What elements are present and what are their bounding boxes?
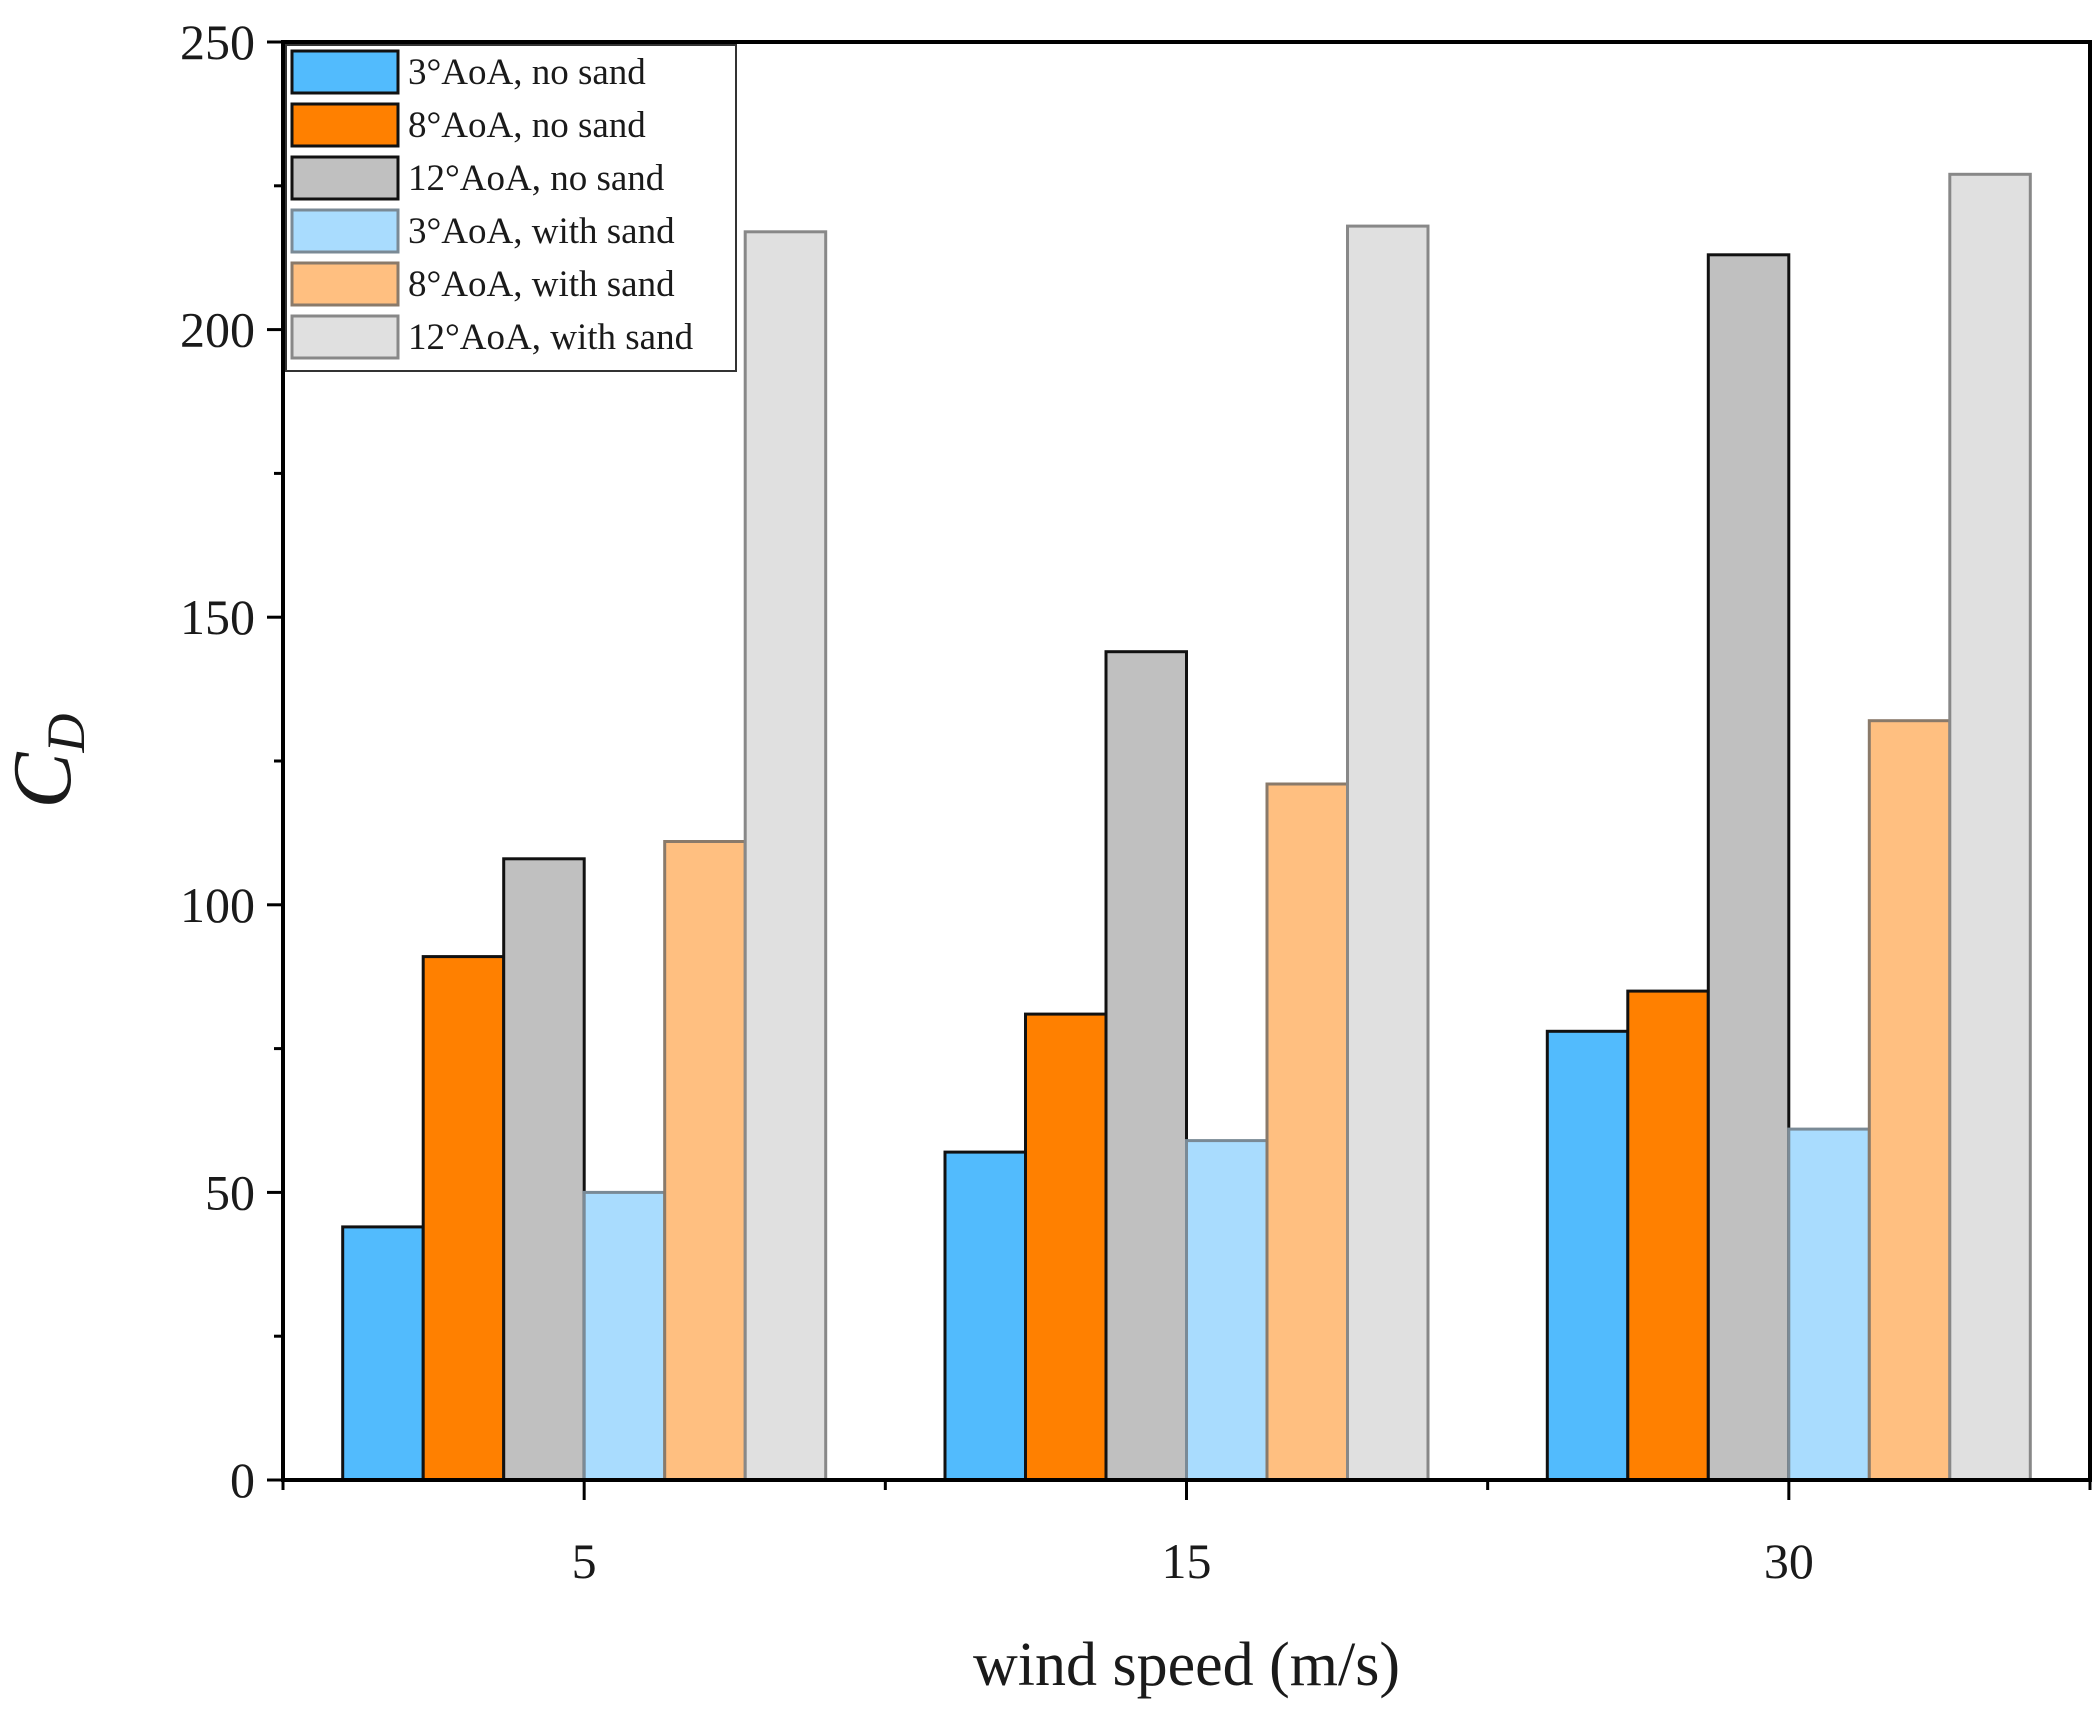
- y-tick-label: 150: [180, 589, 255, 645]
- y-tick-label: 100: [180, 877, 255, 933]
- bar-series-4-5: [582, 1190, 667, 1482]
- bars-layer: [341, 172, 2032, 1482]
- legend-label: 12°AoA, no sand: [408, 158, 665, 199]
- y-axis-title-subscript: D: [36, 713, 96, 753]
- legend-label: 12°AoA, with sand: [408, 317, 694, 358]
- bar-series-4-15: [1185, 1139, 1269, 1482]
- y-axis: 0 50 100 150 200 250: [180, 14, 283, 1508]
- legend-swatch: [290, 155, 400, 201]
- legend-label: 8°AoA, with sand: [408, 264, 675, 305]
- bar-series-1-30: [1545, 1029, 1630, 1482]
- bar-series-6-15: [1346, 224, 1430, 1482]
- x-axis-title: wind speed (m/s): [973, 1631, 1400, 1699]
- bar-series-5-30: [1867, 719, 1952, 1482]
- bar-series-6-30: [1948, 172, 2032, 1482]
- y-tick-label: 250: [180, 14, 255, 70]
- legend-swatch: [290, 49, 400, 95]
- legend-swatch: [290, 208, 400, 254]
- x-tick-label: 15: [1162, 1533, 1212, 1589]
- legend-label: 3°AoA, no sand: [408, 52, 646, 93]
- x-tick-label: 5: [572, 1533, 597, 1589]
- legend-swatch: [290, 314, 400, 360]
- bar-series-6-5: [743, 230, 828, 1482]
- bar-series-2-15: [1024, 1012, 1108, 1482]
- y-tick-label: 0: [230, 1452, 255, 1508]
- bar-series-4-30: [1787, 1127, 1871, 1482]
- bar-series-1-5: [341, 1225, 425, 1482]
- y-tick-label: 50: [205, 1164, 255, 1220]
- bar-series-3-30: [1706, 253, 1791, 1482]
- x-axis: 5 15 30: [281, 1480, 2092, 1589]
- bar-series-2-5: [421, 955, 506, 1482]
- x-tick-label: 30: [1764, 1533, 1814, 1589]
- y-axis-title: CD: [0, 713, 96, 808]
- bar-series-3-5: [502, 857, 586, 1482]
- bar-series-2-30: [1626, 989, 1710, 1482]
- legend-swatch: [290, 102, 400, 148]
- bar-series-1-15: [943, 1150, 1027, 1482]
- bar-series-3-15: [1104, 650, 1188, 1482]
- bar-series-5-5: [663, 840, 747, 1482]
- legend-label: 3°AoA, with sand: [408, 211, 675, 252]
- legend-swatch: [290, 261, 400, 307]
- legend: 3°AoA, no sand 8°AoA, no sand 12°AoA, no s…: [285, 44, 737, 372]
- bar-series-5-15: [1265, 782, 1349, 1482]
- y-axis-title-main: C: [0, 752, 89, 809]
- legend-label: 8°AoA, no sand: [408, 105, 646, 146]
- y-tick-label: 200: [180, 302, 255, 358]
